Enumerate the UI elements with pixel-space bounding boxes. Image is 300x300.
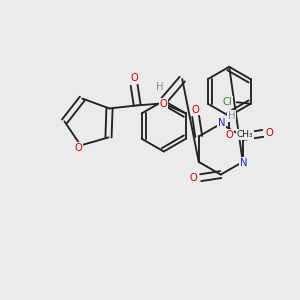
Text: O: O bbox=[74, 143, 82, 153]
Text: N: N bbox=[218, 118, 225, 128]
Text: O: O bbox=[266, 128, 274, 138]
Text: O: O bbox=[192, 104, 200, 115]
Text: O: O bbox=[130, 74, 138, 83]
Text: H: H bbox=[156, 82, 164, 92]
Text: CH₃: CH₃ bbox=[236, 130, 253, 139]
Text: O: O bbox=[225, 130, 233, 140]
Text: Cl: Cl bbox=[223, 97, 232, 107]
Text: O: O bbox=[189, 173, 197, 183]
Text: H: H bbox=[228, 111, 235, 121]
Text: N: N bbox=[240, 158, 247, 168]
Text: O: O bbox=[160, 99, 167, 109]
